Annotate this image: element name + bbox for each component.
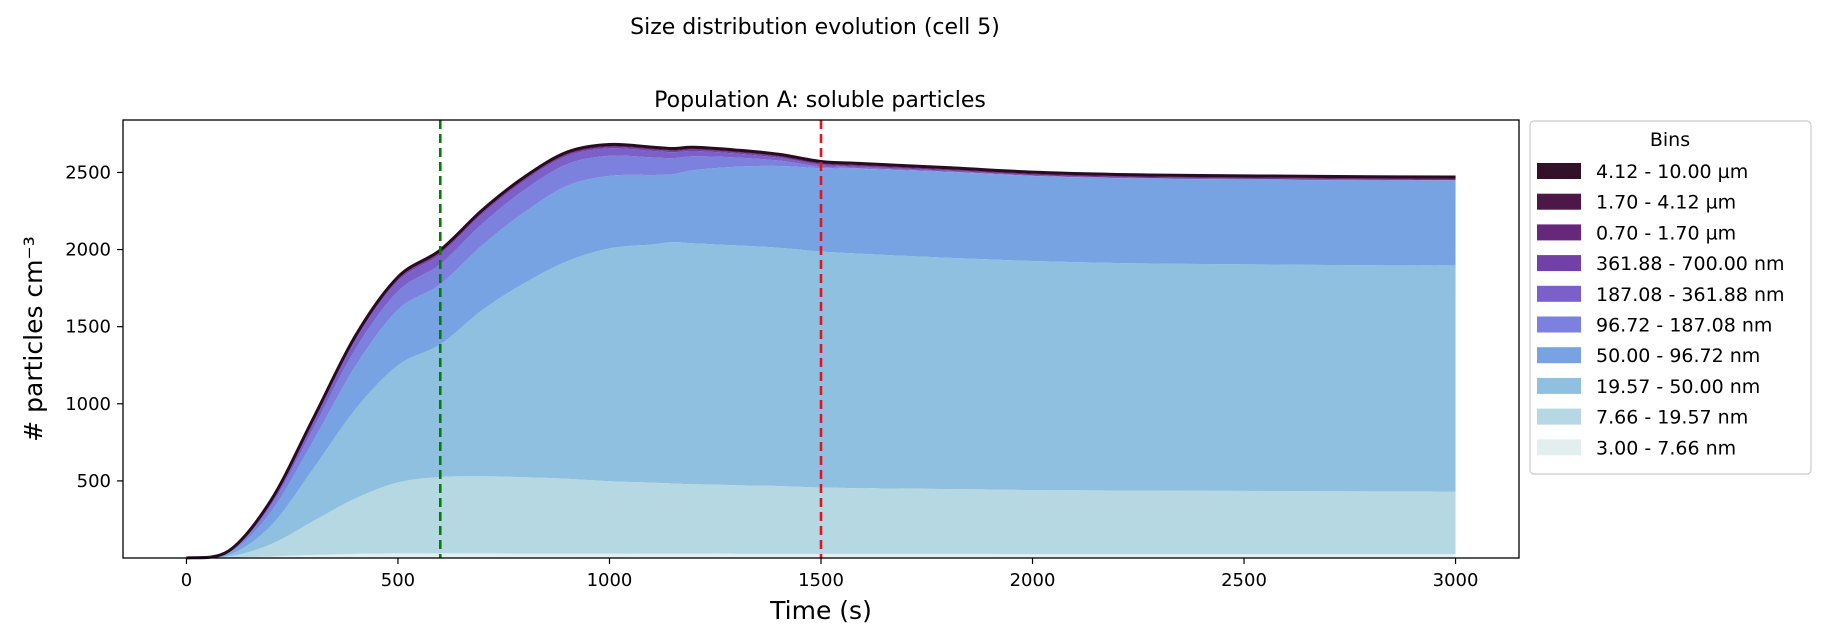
total-outline xyxy=(186,142,1456,560)
x-tick-label: 500 xyxy=(381,570,415,591)
y-tick-label: 500 xyxy=(77,471,111,492)
y-tick-label: 1000 xyxy=(65,394,111,415)
x-tick-label: 1500 xyxy=(798,570,844,591)
legend-swatch xyxy=(1537,347,1581,364)
x-tick-label: 2000 xyxy=(1010,570,1056,591)
legend-label: 187.08 - 361.88 nm xyxy=(1596,284,1785,306)
legend-label: 4.12 - 10.00 µm xyxy=(1596,161,1748,183)
legend-title: Bins xyxy=(1650,129,1690,151)
chart-title: Population A: soluble particles xyxy=(654,88,986,113)
x-tick-label: 3000 xyxy=(1433,570,1479,591)
legend-swatch xyxy=(1537,285,1581,302)
y-axis-ticks: 500 1000 1500 2000 2500 xyxy=(65,162,123,492)
area-series-3 xyxy=(186,165,1456,559)
reference-lines xyxy=(438,120,823,558)
legend-swatch xyxy=(1537,193,1581,210)
figure-suptitle: Size distribution evolution (cell 5) xyxy=(630,15,1000,40)
legend-label: 96.72 - 187.08 nm xyxy=(1596,315,1772,337)
legend-label: 1.70 - 4.12 µm xyxy=(1596,192,1736,214)
y-tick-label: 2000 xyxy=(65,240,111,261)
x-tick-label: 2500 xyxy=(1221,570,1267,591)
legend-items: 4.12 - 10.00 µm 1.70 - 4.12 µm 0.70 - 1.70… xyxy=(1537,161,1785,459)
x-tick-label: 1000 xyxy=(587,570,633,591)
legend-label: 3.00 - 7.66 nm xyxy=(1596,437,1736,459)
legend-swatch xyxy=(1537,224,1581,241)
x-axis-ticks: 0 500 1000 1500 2000 2500 3000 xyxy=(181,558,1479,591)
legend-box xyxy=(1529,120,1812,475)
y-tick-label: 2500 xyxy=(65,162,111,183)
legend-swatch xyxy=(1537,255,1581,272)
legend-label: 0.70 - 1.70 µm xyxy=(1596,222,1736,244)
x-tick-label: 0 xyxy=(181,570,192,591)
chart-legend: Bins 4.12 - 10.00 µm 1.70 - 4.12 µm 0.70 -… xyxy=(1529,120,1812,475)
legend-label: 19.57 - 50.00 nm xyxy=(1596,376,1760,398)
legend-label: 361.88 - 700.00 nm xyxy=(1596,253,1785,275)
legend-swatch xyxy=(1537,316,1581,333)
legend-swatch xyxy=(1537,439,1581,456)
legend-label: 50.00 - 96.72 nm xyxy=(1596,345,1760,367)
y-tick-label: 1500 xyxy=(65,317,111,338)
legend-swatch xyxy=(1537,408,1581,425)
legend-swatch xyxy=(1537,163,1581,179)
y-axis-label: # particles cm⁻³ xyxy=(19,236,48,441)
legend-label: 7.66 - 19.57 nm xyxy=(1596,407,1748,429)
legend-swatch xyxy=(1537,377,1581,394)
x-axis-label: Time (s) xyxy=(769,596,872,625)
